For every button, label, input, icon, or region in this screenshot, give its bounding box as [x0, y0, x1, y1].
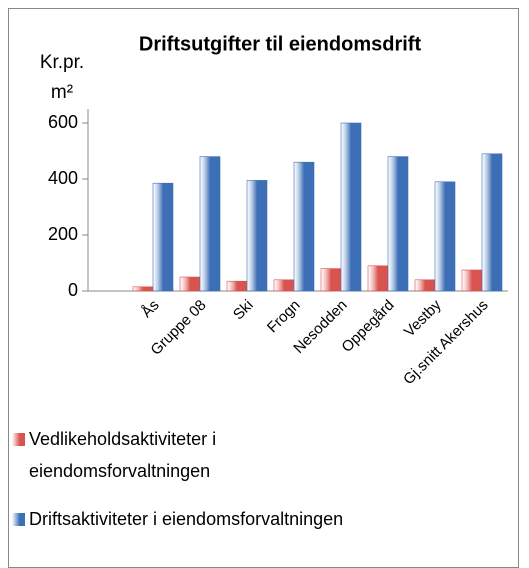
legend-item: Driftsaktiviteter i eiendomsforvaltninge…: [12, 503, 517, 535]
bar: [367, 265, 389, 292]
bar: [179, 276, 201, 292]
legend-swatch: [12, 433, 25, 446]
x-tick-label: Vestby: [401, 296, 445, 340]
legend-swatch: [12, 513, 25, 526]
y-tick-label: 400: [48, 168, 78, 188]
bar: [152, 182, 174, 292]
x-tick-label: Ski: [230, 297, 257, 324]
y-tick-label: 600: [48, 112, 78, 132]
legend-item: Vedlikeholdsaktiviteter i eiendomsforval…: [12, 423, 312, 487]
legend-label: Vedlikeholdsaktiviteter i eiendomsforval…: [29, 429, 217, 481]
bar: [226, 280, 248, 292]
bar: [273, 279, 295, 292]
bar: [132, 286, 154, 292]
chart: Driftsutgifter til eiendomsdrift Kr.pr. …: [40, 33, 508, 389]
bar: [434, 181, 456, 292]
bar: [387, 156, 409, 292]
y-tick-label: 200: [48, 224, 78, 244]
x-tick-label: Ås: [138, 297, 162, 321]
legend-label: Driftsaktiviteter i eiendomsforvaltninge…: [29, 509, 344, 529]
bar: [481, 153, 503, 292]
bar: [246, 180, 268, 292]
chart-title: Driftsutgifter til eiendomsdrift: [139, 33, 422, 55]
bar: [199, 156, 221, 292]
y-axis-label: m²: [51, 82, 73, 103]
y-axis-label: Kr.pr.: [40, 52, 84, 73]
bar: [293, 161, 315, 292]
bar: [414, 279, 436, 292]
x-tick-label: Gj.snitt Akershus: [400, 297, 492, 389]
bar: [340, 122, 362, 292]
bar: [461, 269, 483, 292]
bar: [320, 268, 342, 292]
x-tick-label: Frogn: [264, 297, 304, 337]
y-tick-label: 0: [68, 280, 78, 300]
